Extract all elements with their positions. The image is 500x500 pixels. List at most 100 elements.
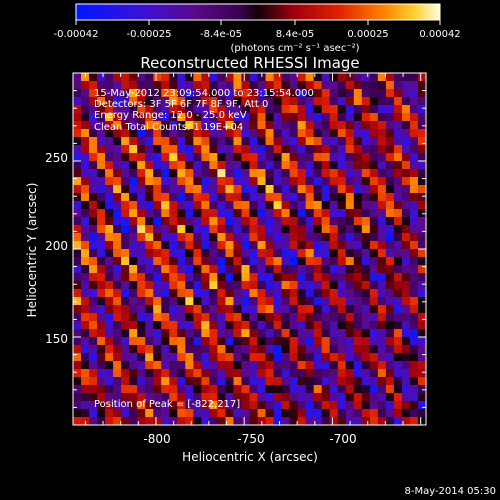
raster-pixel	[177, 337, 186, 346]
raster-pixel	[273, 233, 282, 242]
raster-pixel	[81, 361, 90, 370]
raster-pixel	[417, 273, 427, 282]
raster-pixel	[105, 337, 114, 346]
raster-pixel	[161, 185, 170, 194]
raster-pixel	[217, 305, 226, 314]
raster-pixel	[257, 121, 266, 130]
raster-pixel	[177, 185, 186, 194]
raster-pixel	[273, 185, 282, 194]
raster-pixel	[305, 113, 315, 122]
raster-pixel	[329, 273, 339, 282]
raster-pixel	[81, 113, 90, 122]
raster-pixel	[353, 361, 363, 370]
raster-pixel	[153, 393, 162, 402]
raster-pixel	[273, 217, 282, 226]
raster-pixel	[145, 129, 154, 138]
raster-pixel	[81, 257, 90, 266]
raster-pixel	[345, 137, 355, 146]
raster-pixel	[241, 137, 250, 146]
raster-pixel	[209, 265, 218, 274]
raster-pixel	[361, 289, 371, 298]
raster-pixel	[193, 417, 202, 426]
raster-pixel	[233, 401, 242, 410]
raster-pixel	[257, 249, 266, 258]
raster-pixel	[289, 169, 299, 178]
raster-pixel	[153, 121, 162, 130]
raster-pixel	[305, 169, 315, 178]
raster-pixel	[417, 257, 427, 266]
raster-pixel	[281, 145, 291, 154]
raster-pixel	[73, 297, 82, 306]
raster-pixel	[185, 161, 194, 170]
raster-pixel	[233, 89, 242, 98]
raster-pixel	[377, 337, 387, 346]
raster-pixel	[265, 177, 274, 186]
raster-pixel	[73, 97, 82, 106]
raster-pixel	[121, 185, 130, 194]
raster-pixel	[337, 249, 347, 258]
raster-pixel	[289, 321, 299, 330]
raster-pixel	[225, 177, 234, 186]
raster-pixel	[401, 137, 411, 146]
raster-pixel	[225, 161, 234, 170]
raster-pixel	[345, 281, 355, 290]
x-tick-label-0: -800	[143, 432, 170, 446]
raster-pixel	[297, 265, 307, 274]
raster-pixel	[361, 369, 371, 378]
raster-pixel	[129, 409, 138, 418]
raster-pixel	[121, 361, 130, 370]
raster-pixel	[273, 105, 282, 114]
raster-pixel	[385, 321, 395, 330]
raster-pixel	[233, 281, 242, 290]
raster-pixel	[129, 353, 138, 362]
raster-pixel	[297, 137, 307, 146]
raster-pixel	[145, 201, 154, 210]
raster-pixel	[97, 321, 106, 330]
raster-pixel	[185, 337, 194, 346]
raster-pixel	[321, 337, 331, 346]
raster-pixel	[289, 337, 299, 346]
raster-pixel	[217, 137, 226, 146]
raster-pixel	[353, 169, 363, 178]
raster-pixel	[73, 89, 82, 98]
raster-pixel	[369, 73, 379, 82]
raster-pixel	[113, 249, 122, 258]
raster-pixel	[209, 257, 218, 266]
raster-pixel	[377, 305, 387, 314]
raster-pixel	[257, 225, 266, 234]
raster-pixel	[257, 329, 266, 338]
raster-pixel	[161, 177, 170, 186]
raster-pixel	[241, 289, 250, 298]
raster-pixel	[289, 377, 299, 386]
raster-pixel	[393, 249, 403, 258]
raster-pixel	[137, 217, 146, 226]
raster-pixel	[217, 353, 226, 362]
raster-pixel	[241, 169, 250, 178]
raster-pixel	[265, 417, 274, 426]
raster-pixel	[209, 193, 218, 202]
raster-pixel	[201, 281, 210, 290]
raster-pixel	[177, 257, 186, 266]
raster-pixel	[249, 409, 258, 418]
raster-pixel	[121, 385, 130, 394]
raster-pixel	[297, 113, 307, 122]
raster-pixel	[361, 313, 371, 322]
raster-pixel	[161, 265, 170, 274]
raster-pixel	[217, 409, 226, 418]
raster-pixel	[121, 81, 130, 90]
raster-pixel	[209, 169, 218, 178]
raster-pixel	[241, 345, 250, 354]
raster-pixel	[377, 297, 387, 306]
raster-pixel	[193, 273, 202, 282]
raster-pixel	[305, 153, 315, 162]
raster-pixel	[201, 321, 210, 330]
raster-pixel	[401, 401, 411, 410]
raster-pixel	[145, 313, 154, 322]
raster-pixel	[377, 145, 387, 154]
raster-pixel	[89, 345, 98, 354]
raster-pixel	[321, 233, 331, 242]
raster-pixel	[409, 257, 419, 266]
raster-pixel	[249, 385, 258, 394]
raster-pixel	[137, 89, 146, 98]
raster-pixel	[273, 89, 282, 98]
